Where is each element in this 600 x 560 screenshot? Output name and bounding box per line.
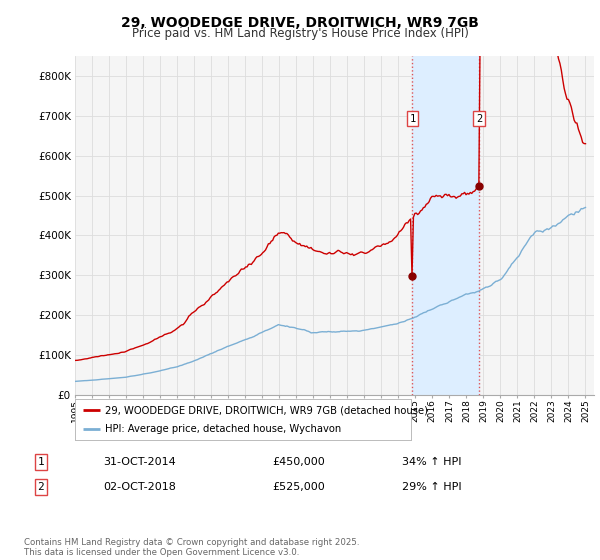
Text: 2: 2 <box>476 114 482 124</box>
Text: Contains HM Land Registry data © Crown copyright and database right 2025.
This d: Contains HM Land Registry data © Crown c… <box>24 538 359 557</box>
Text: 2: 2 <box>38 482 44 492</box>
Bar <box>412 56 479 395</box>
Text: Price paid vs. HM Land Registry's House Price Index (HPI): Price paid vs. HM Land Registry's House … <box>131 27 469 40</box>
Text: 34% ↑ HPI: 34% ↑ HPI <box>402 457 461 467</box>
Text: 31-OCT-2014: 31-OCT-2014 <box>103 457 176 467</box>
Text: 29, WOODEDGE DRIVE, DROITWICH, WR9 7GB (detached house): 29, WOODEDGE DRIVE, DROITWICH, WR9 7GB (… <box>105 405 428 415</box>
Text: 29% ↑ HPI: 29% ↑ HPI <box>402 482 461 492</box>
Text: 1: 1 <box>409 114 416 124</box>
Text: £450,000: £450,000 <box>272 457 325 467</box>
Text: HPI: Average price, detached house, Wychavon: HPI: Average price, detached house, Wych… <box>105 424 341 435</box>
Text: 02-OCT-2018: 02-OCT-2018 <box>103 482 176 492</box>
Text: 29, WOODEDGE DRIVE, DROITWICH, WR9 7GB: 29, WOODEDGE DRIVE, DROITWICH, WR9 7GB <box>121 16 479 30</box>
Text: 1: 1 <box>38 457 44 467</box>
Text: £525,000: £525,000 <box>272 482 325 492</box>
